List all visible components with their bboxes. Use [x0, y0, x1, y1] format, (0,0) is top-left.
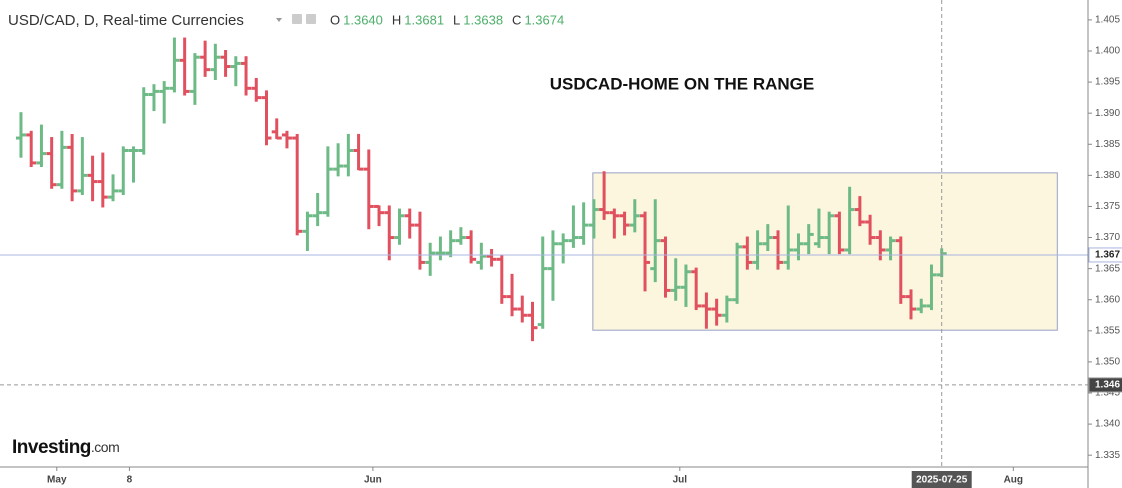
crosshair-label: 2025-07-25 [916, 475, 968, 486]
annotation: USDCAD-HOME ON THE RANGE [550, 74, 814, 93]
price-label: 1.346 [1095, 380, 1120, 391]
legend-letter: L [453, 12, 460, 27]
legend-letter: O [330, 12, 340, 27]
y-tick-label: 1.405 [1095, 15, 1120, 26]
y-tick-label: 1.375 [1095, 201, 1120, 212]
legend-value: 1.3674 [524, 12, 564, 27]
legend-letter: C [512, 12, 521, 27]
ohlc-legend: O 1.3640 H 1.3681 L 1.3638 C 1.3674 [330, 12, 564, 27]
y-tick-label: 1.390 [1095, 108, 1120, 119]
bars-layer [15, 37, 947, 342]
crosshair-label-box [911, 471, 972, 488]
y-tick-label: 1.355 [1095, 325, 1120, 336]
y-tick-label: 1.385 [1095, 139, 1120, 150]
y-tick-label: 1.340 [1095, 419, 1120, 430]
header-icons [276, 14, 316, 24]
legend-value: 1.3640 [343, 12, 383, 27]
y-tick-label: 1.335 [1095, 450, 1120, 461]
x-tick-label: May [47, 475, 67, 486]
y-tick-label: 1.360 [1095, 294, 1120, 305]
y-tick-label: 1.400 [1095, 46, 1120, 57]
x-tick-label: Aug [1004, 475, 1023, 486]
axis-layer: 1.335 1.340 1.345 1.350 1.355 1.360 1.365 1.370… [47, 15, 1120, 486]
range-layer [592, 172, 1058, 331]
logo-main: Investing [12, 437, 91, 458]
price-label-box [1088, 247, 1122, 263]
logo-suffix: .com [91, 439, 119, 455]
y-tick-label: 1.380 [1095, 170, 1120, 181]
legend-value: 1.3681 [404, 12, 444, 27]
y-tick-label: 1.350 [1095, 357, 1120, 368]
y-tick-label: 1.395 [1095, 77, 1120, 88]
logo: Investing.com [12, 437, 119, 458]
x-tick-label: Jul [673, 475, 688, 486]
price-label: 1.367 [1095, 250, 1120, 261]
y-tick-label: 1.345 [1095, 388, 1120, 399]
y-tick-label: 1.370 [1095, 232, 1120, 243]
legend-value: 1.3638 [463, 12, 503, 27]
legend-letter: H [392, 12, 401, 27]
y-tick-label: 1.365 [1095, 263, 1120, 274]
price-label-box [1088, 377, 1122, 393]
chart-title: USD/CAD, D, Real-time Currencies [8, 12, 244, 29]
x-tick-label: 8 [127, 475, 133, 486]
range-box [592, 172, 1058, 331]
x-tick-label: Jun [364, 475, 382, 486]
